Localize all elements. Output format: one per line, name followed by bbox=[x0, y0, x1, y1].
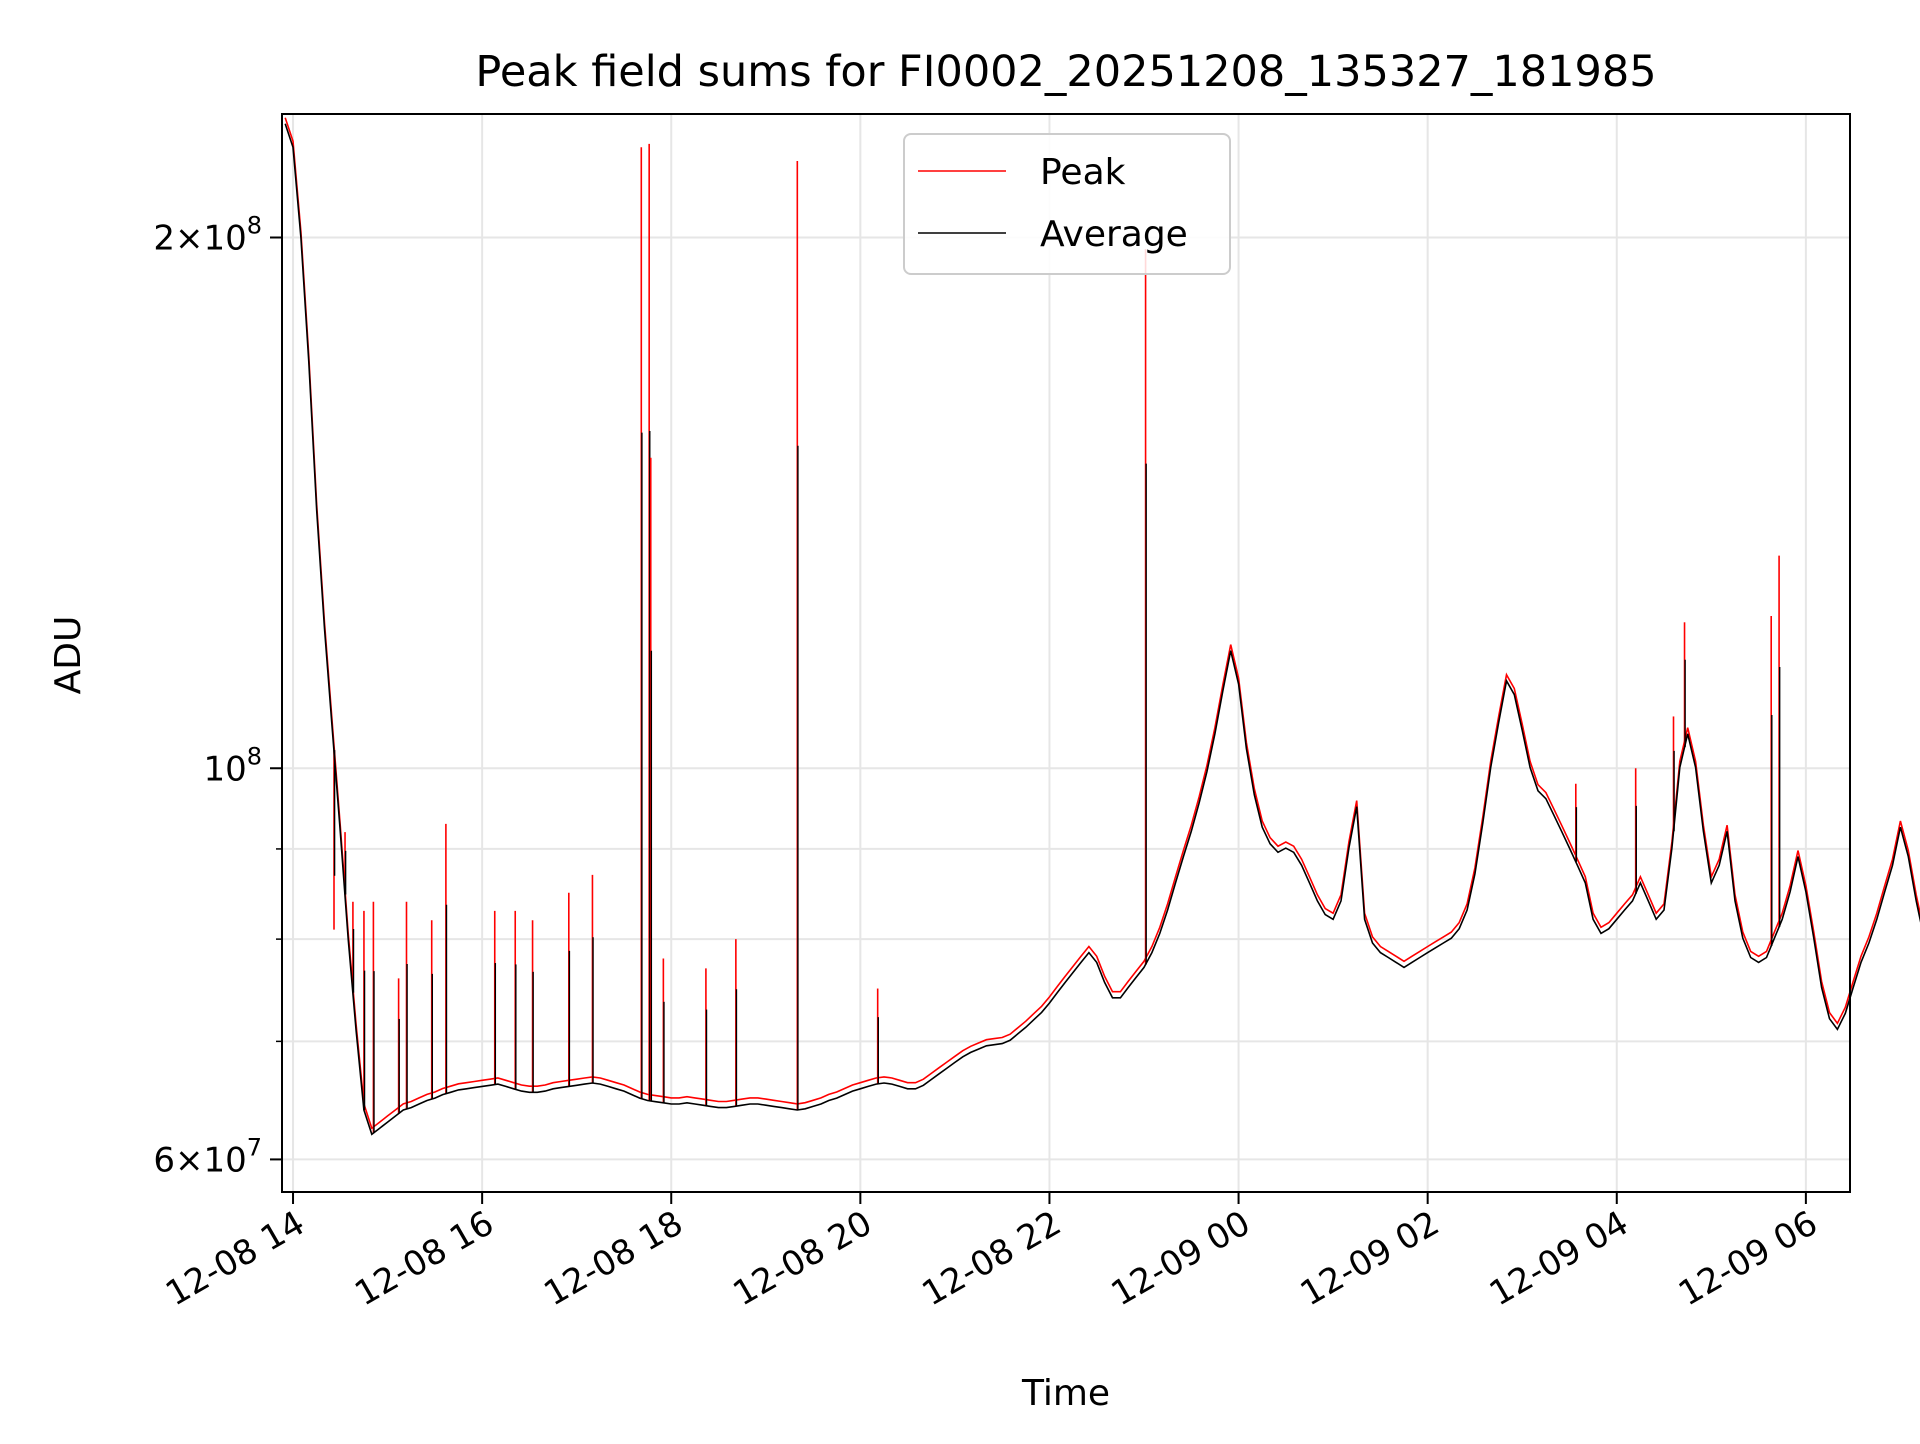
legend-peak-label: Peak bbox=[1040, 152, 1126, 193]
y-tick-label: 6×107 bbox=[153, 1133, 262, 1180]
legend-box bbox=[903, 133, 1231, 275]
y-tick-label: 2×108 bbox=[153, 211, 262, 258]
average-series-line bbox=[284, 123, 1920, 1136]
y-tick-label: 108 bbox=[203, 742, 262, 789]
peak-series-line bbox=[284, 117, 1920, 1130]
y-axis-label: ADU bbox=[48, 616, 89, 695]
legend: Peak Average bbox=[903, 133, 1231, 275]
x-axis-label: Time bbox=[1021, 1373, 1110, 1414]
legend-average-label: Average bbox=[1040, 214, 1188, 255]
series-layer bbox=[284, 117, 1920, 1136]
plot-frame bbox=[281, 113, 1851, 1193]
chart-title: Peak field sums for FI0002_20251208_1353… bbox=[475, 47, 1656, 97]
